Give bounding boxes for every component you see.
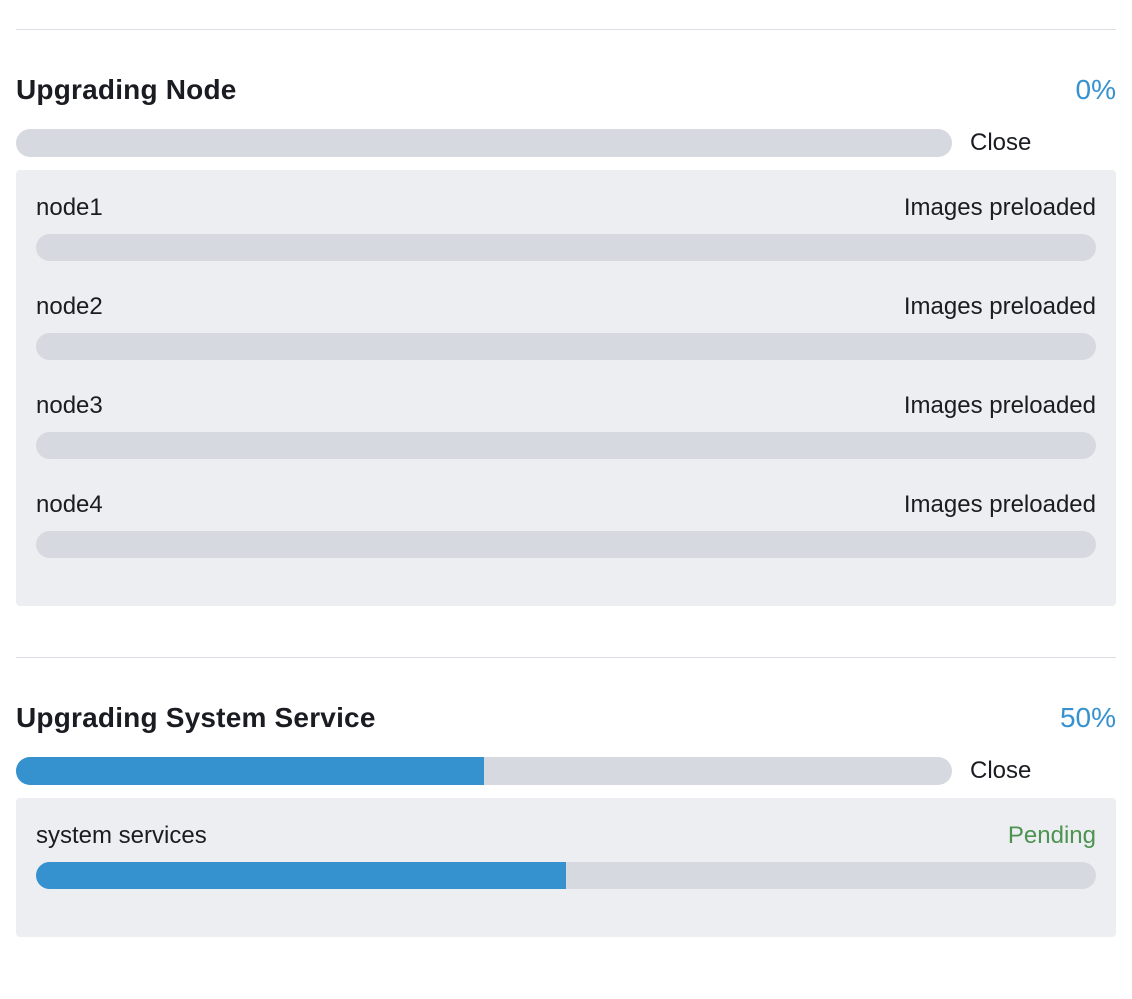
section-percent: 0%: [1075, 74, 1116, 105]
section-header: Upgrading Node 0%: [16, 69, 1116, 111]
row-label: system services: [36, 822, 207, 849]
section-title: Upgrading Node: [16, 74, 237, 105]
section-upgrading-system-service: Upgrading System Service 50% Close syste…: [16, 697, 1116, 937]
progress-row-node3: node3 Images preloaded: [36, 388, 1096, 459]
row-progressbar: [36, 333, 1096, 360]
close-button[interactable]: Close: [970, 757, 1032, 784]
upgrade-progress-page: Upgrading Node 0% Close node1 Images pre…: [0, 29, 1132, 937]
section-progressbar: [16, 129, 952, 157]
row-progressbar-fill: [36, 862, 566, 889]
row-header: system services Pending: [36, 818, 1096, 854]
section-divider: [16, 657, 1116, 658]
node-list-panel: node1 Images preloaded node2 Images prel…: [16, 170, 1116, 606]
section-divider: [16, 29, 1116, 30]
row-progressbar: [36, 432, 1096, 459]
section-progress-row: Close: [16, 129, 1116, 157]
row-label: node1: [36, 194, 103, 221]
row-status: Images preloaded: [903, 392, 1096, 419]
row-status: Images preloaded: [903, 293, 1096, 320]
row-header: node4 Images preloaded: [36, 487, 1096, 523]
section-percent: 50%: [1059, 702, 1116, 733]
row-progressbar: [36, 531, 1096, 558]
row-progressbar: [36, 234, 1096, 261]
progress-row-node2: node2 Images preloaded: [36, 289, 1096, 360]
row-progressbar: [36, 862, 1096, 889]
progress-row-node4: node4 Images preloaded: [36, 487, 1096, 558]
row-header: node1 Images preloaded: [36, 190, 1096, 226]
section-title: Upgrading System Service: [16, 702, 376, 733]
close-button[interactable]: Close: [970, 129, 1032, 156]
progress-row-node1: node1 Images preloaded: [36, 190, 1096, 261]
section-header: Upgrading System Service 50%: [16, 697, 1116, 739]
progress-row-system-services: system services Pending: [36, 818, 1096, 889]
row-label: node2: [36, 293, 103, 320]
section-progress-row: Close: [16, 757, 1116, 785]
row-status: Pending: [1007, 822, 1096, 849]
row-header: node3 Images preloaded: [36, 388, 1096, 424]
service-list-panel: system services Pending: [16, 798, 1116, 937]
section-progressbar: [16, 757, 952, 785]
section-progressbar-fill: [16, 757, 484, 785]
row-status: Images preloaded: [903, 194, 1096, 221]
row-status: Images preloaded: [903, 491, 1096, 518]
row-label: node3: [36, 392, 103, 419]
row-label: node4: [36, 491, 103, 518]
section-upgrading-node: Upgrading Node 0% Close node1 Images pre…: [16, 69, 1116, 606]
row-header: node2 Images preloaded: [36, 289, 1096, 325]
